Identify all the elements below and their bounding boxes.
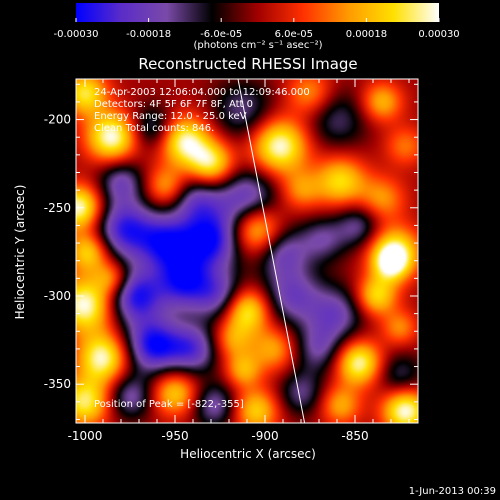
colorbar-tick-label: 0.00018: [346, 29, 387, 40]
plot-area: -1000 -950 -900 -850 -200 -250 -300 -350: [44, 78, 419, 443]
annotations: 24-Apr-2003 12:06:04.000 to 12:09:46.000…: [94, 87, 310, 410]
x-tick-label: -950: [161, 429, 188, 443]
x-axis-label: Heliocentric X (arcsec): [180, 447, 316, 461]
colorbar-unit-label: (photons cm⁻² s⁻¹ asec⁻²): [193, 40, 322, 51]
colorbar-tick-label: -0.00018: [126, 29, 171, 40]
annotation-time: 24-Apr-2003 12:06:04.000 to 12:09:46.000: [94, 87, 310, 98]
x-tick-label: -1000: [68, 429, 103, 443]
annotation-clean: Clean Total counts: 846.: [94, 123, 214, 134]
chart-title: Reconstructed RHESSI Image: [138, 55, 357, 73]
annotation-energy: Energy Range: 12.0 - 25.0 keV: [94, 111, 247, 122]
y-tick-label: -250: [44, 201, 71, 215]
footer-timestamp: 1-Jun-2013 00:39: [409, 486, 496, 497]
x-tick-label: -900: [251, 429, 278, 443]
axis-ticks: -1000 -950 -900 -850 -200 -250 -300 -350: [44, 79, 418, 443]
y-tick-label: -300: [44, 289, 71, 303]
colorbar-ticks: -0.00030 -0.00018 -6.0e-05 6.0e-05 0.00018 0.…: [54, 18, 460, 40]
heatmap-image: [76, 79, 418, 423]
colorbar-strip: [76, 3, 439, 22]
annotation-detectors: Detectors: 4F 5F 6F 7F 8F, Att 0: [94, 99, 253, 110]
colorbar-tick-label: 6.0e-05: [275, 29, 313, 40]
solar-limb-line: [237, 79, 306, 423]
y-tick-label: -350: [44, 377, 71, 391]
y-axis-label: Heliocentric Y (arcsec): [13, 185, 27, 320]
annotation-peak: Position of Peak = [-822,-355]: [94, 399, 244, 410]
colorbar-tick-label: -6.0e-05: [200, 29, 242, 40]
colorbar: -0.00030 -0.00018 -6.0e-05 6.0e-05 0.00018 0.…: [54, 3, 460, 51]
x-tick-label: -850: [341, 429, 368, 443]
colorbar-tick-label: -0.00030: [54, 29, 99, 40]
colorbar-tick-label: 0.00030: [418, 29, 459, 40]
y-tick-label: -200: [44, 113, 71, 127]
